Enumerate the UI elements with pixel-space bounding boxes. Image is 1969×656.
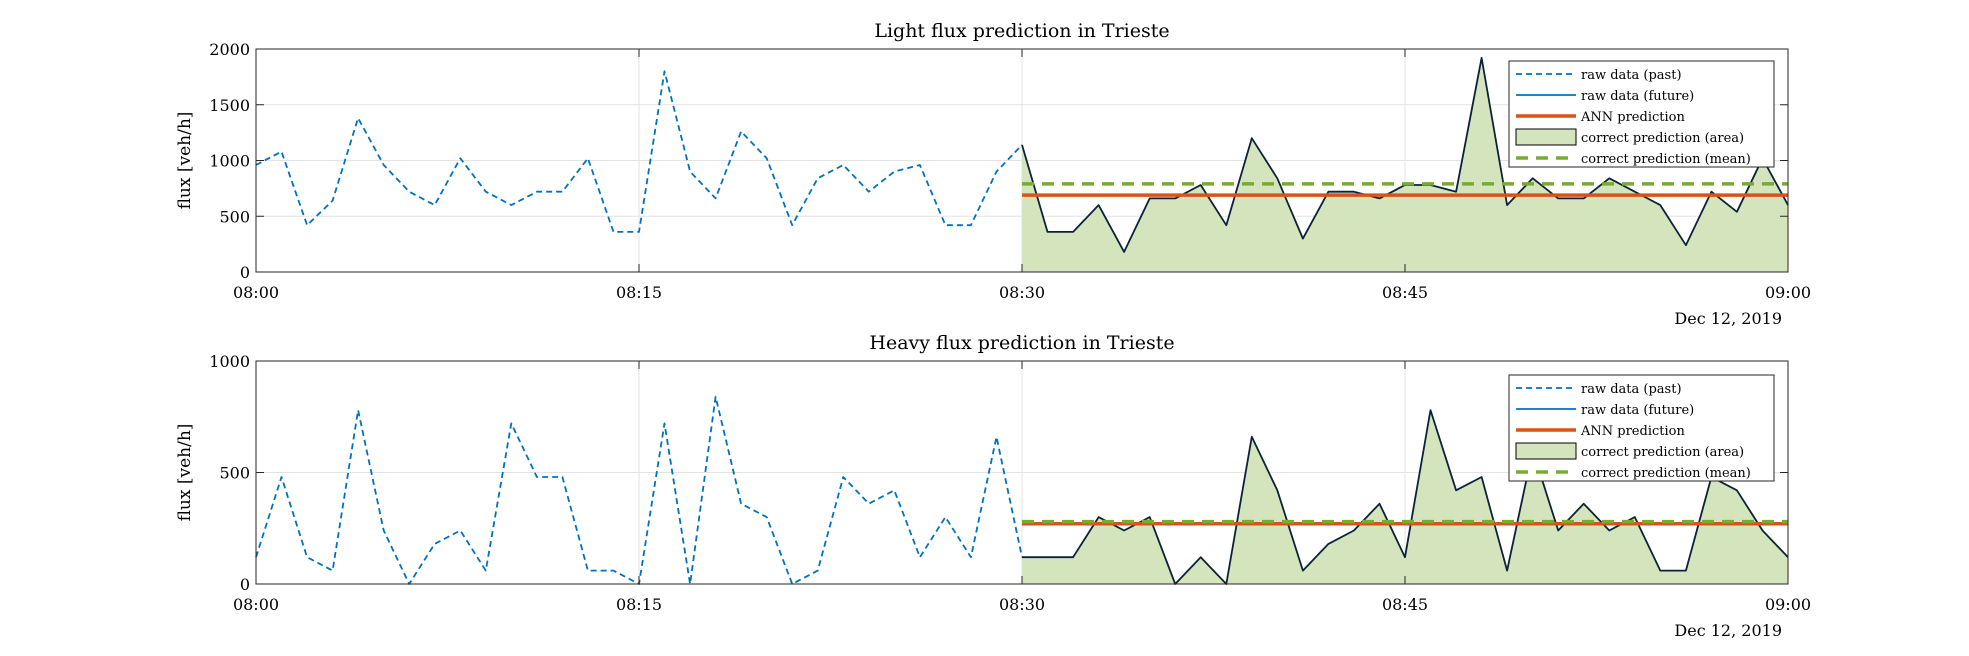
correct-prediction-area-fill: [1022, 57, 1788, 273]
y-tick-label: 500: [219, 207, 250, 226]
x-tick-label: 08:30: [999, 283, 1045, 302]
chart-panel-2: 08:00 08:15 08:30 08:45 09:00 0 500 1000 Heavy f…: [175, 332, 1811, 640]
x-tick-label: 08:45: [1382, 595, 1428, 614]
x-tick-label: 09:00: [1765, 595, 1811, 614]
legend-swatch-area: [1515, 128, 1577, 146]
chart-title: Light flux prediction in Trieste: [874, 20, 1169, 42]
chart-title: Heavy flux prediction in Trieste: [869, 332, 1174, 354]
x-tick-label: 08:45: [1382, 283, 1428, 302]
date-label: Dec 12, 2019: [1674, 621, 1782, 640]
y-axis-label: flux [veh/h]: [175, 112, 195, 210]
legend-label: raw data (past): [1581, 68, 1682, 83]
x-tick-label: 08:15: [616, 595, 662, 614]
legend-label: raw data (future): [1581, 89, 1694, 104]
legend-label: correct prediction (area): [1581, 131, 1744, 146]
legend-swatch-area: [1515, 442, 1577, 460]
x-tick-label: 08:30: [999, 595, 1045, 614]
y-tick-label: 1000: [209, 352, 250, 371]
date-label: Dec 12, 2019: [1674, 309, 1782, 328]
legend-label: raw data (future): [1581, 403, 1694, 418]
y-axis-label: flux [veh/h]: [175, 424, 195, 522]
raw-past-line: [255, 70, 1023, 233]
y-tick-label: 1500: [209, 96, 250, 115]
chart-panel-1: 08:00 08:15 08:30 08:45 09:00 0 500 1000 1500 200…: [175, 20, 1811, 328]
legend: raw data (past) raw data (future) ANN pred…: [1508, 60, 1775, 168]
x-tick-label: 09:00: [1765, 283, 1811, 302]
y-tick-label: 500: [219, 464, 250, 483]
y-tick-label: 1000: [209, 152, 250, 171]
y-tick-label: 0: [240, 575, 250, 594]
legend-box: [1508, 60, 1775, 168]
legend-box: [1508, 374, 1775, 482]
x-tick-label: 08:00: [233, 283, 279, 302]
legend-label: raw data (past): [1581, 382, 1682, 397]
legend-label: ANN prediction: [1580, 424, 1685, 439]
y-tick-label: 2000: [209, 40, 250, 59]
y-tick-label: 0: [240, 263, 250, 282]
legend-label: correct prediction (area): [1581, 445, 1744, 460]
x-tick-label: 08:00: [233, 595, 279, 614]
correct-prediction-area-fill: [1022, 410, 1788, 584]
legend: raw data (past) raw data (future) ANN pred…: [1508, 374, 1775, 482]
legend-label: correct prediction (mean): [1581, 152, 1751, 167]
legend-label: ANN prediction: [1580, 110, 1685, 125]
correct-prediction-area-edge: [1022, 409, 1789, 585]
legend-label: correct prediction (mean): [1581, 466, 1751, 481]
x-tick-label: 08:15: [616, 283, 662, 302]
